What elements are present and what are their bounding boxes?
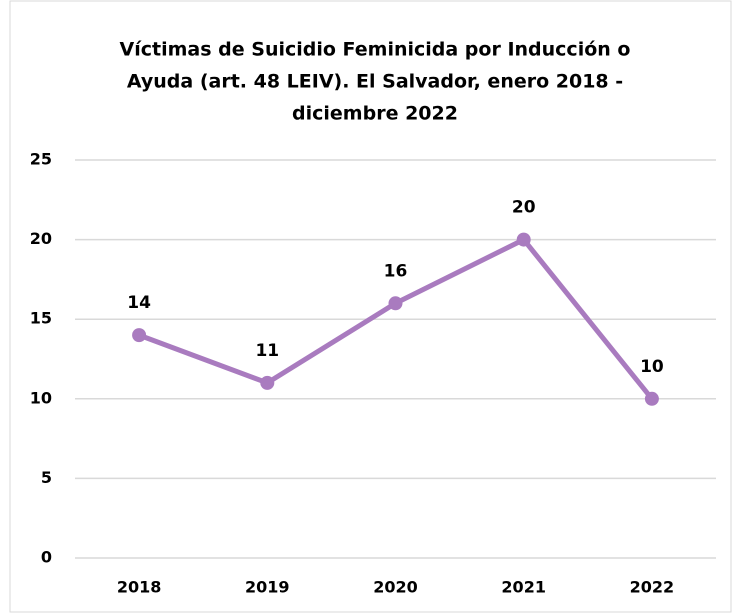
data-label: 20 (512, 198, 536, 218)
x-tick-label: 2022 (630, 578, 675, 597)
y-tick-label: 20 (30, 229, 52, 248)
y-tick-label: 5 (41, 468, 52, 487)
chart-title: Víctimas de Suicidio Feminicida por Indu… (120, 39, 631, 61)
x-tick-label: 2018 (117, 578, 162, 597)
y-tick-label: 0 (41, 548, 52, 567)
point (516, 232, 531, 247)
data-label: 10 (640, 357, 664, 377)
data-label: 16 (384, 261, 408, 281)
y-tick-label: 10 (30, 388, 52, 407)
y-tick-label: 25 (30, 150, 52, 169)
chart-title: Ayuda (art. 48 LEIV). El Salvador, enero… (127, 71, 623, 93)
chart-title: diciembre 2022 (292, 103, 458, 125)
point (132, 328, 147, 343)
y-tick-label: 15 (30, 309, 52, 328)
point (388, 296, 403, 311)
x-tick-label: 2019 (245, 578, 290, 597)
point (644, 391, 659, 406)
x-tick-label: 2021 (501, 578, 546, 597)
chart-border (9, 0, 732, 613)
point (260, 375, 275, 390)
x-tick-label: 2020 (373, 578, 418, 597)
data-label: 11 (255, 341, 279, 361)
data-label: 14 (127, 293, 151, 313)
